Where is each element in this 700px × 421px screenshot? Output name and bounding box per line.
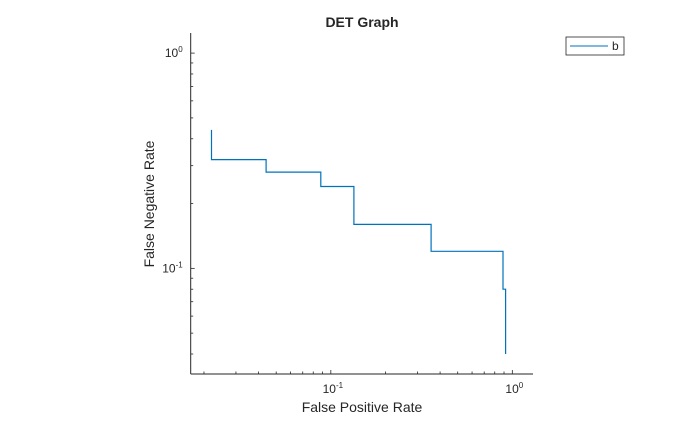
y-tick-label: 10-1 xyxy=(162,260,183,275)
x-axis-label: False Positive Rate xyxy=(302,399,423,415)
series-group xyxy=(210,129,507,355)
x-tick-label: 100 xyxy=(505,381,523,396)
y-axis-label: False Negative Rate xyxy=(141,140,157,267)
y-tick-label: 100 xyxy=(165,45,183,60)
series-line-b xyxy=(210,129,507,354)
legend-label-b: b xyxy=(612,39,619,53)
axes xyxy=(190,33,533,375)
chart-title: DET Graph xyxy=(325,14,398,30)
ticks: 10-1 100 10-1 100 xyxy=(162,45,524,396)
legend[interactable]: b xyxy=(565,36,625,56)
x-tick-label: 10-1 xyxy=(323,381,344,396)
